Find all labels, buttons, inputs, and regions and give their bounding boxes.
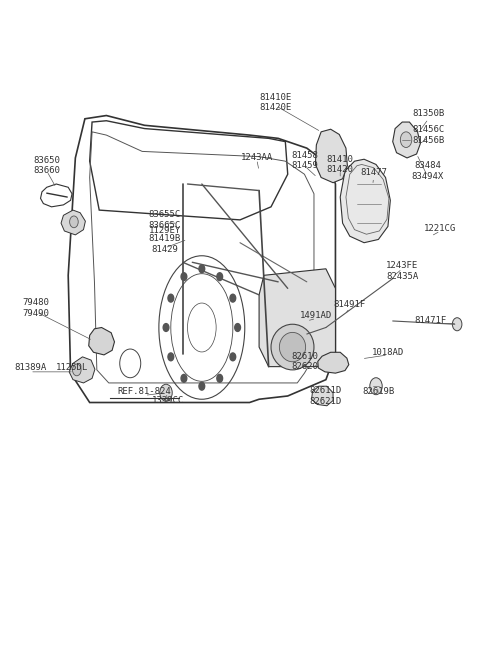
Ellipse shape <box>271 324 314 370</box>
Text: 1491AD: 1491AD <box>300 311 333 320</box>
Text: 83650
83660: 83650 83660 <box>33 156 60 176</box>
Circle shape <box>168 353 174 361</box>
Circle shape <box>217 272 223 280</box>
Text: 1125DL: 1125DL <box>56 364 88 373</box>
Circle shape <box>199 265 204 272</box>
Text: 1243FE: 1243FE <box>386 261 419 270</box>
Circle shape <box>70 216 78 228</box>
Circle shape <box>199 383 204 390</box>
Text: 81389A: 81389A <box>14 364 46 373</box>
Ellipse shape <box>279 332 306 362</box>
Text: 1129EY: 1129EY <box>148 227 181 235</box>
Text: 81471F: 81471F <box>415 316 447 326</box>
Text: 82619B: 82619B <box>362 387 395 396</box>
Polygon shape <box>318 352 349 373</box>
Text: 1243AA: 1243AA <box>240 153 273 162</box>
Text: 81419B
81429: 81419B 81429 <box>148 234 181 253</box>
Text: 83655C
83665C: 83655C 83665C <box>148 210 181 230</box>
Polygon shape <box>315 129 348 183</box>
Text: 81456C
81456B: 81456C 81456B <box>412 125 444 145</box>
Circle shape <box>400 132 412 147</box>
Circle shape <box>168 294 174 302</box>
Circle shape <box>181 375 187 383</box>
Text: 81458
81459: 81458 81459 <box>291 151 318 170</box>
Circle shape <box>217 375 223 383</box>
Polygon shape <box>393 122 420 158</box>
Circle shape <box>230 294 236 302</box>
Text: 82611D
82621D: 82611D 82621D <box>310 386 342 405</box>
Circle shape <box>72 364 81 376</box>
Circle shape <box>160 384 172 402</box>
Circle shape <box>230 353 236 361</box>
Text: REF.81-824: REF.81-824 <box>118 387 171 396</box>
Polygon shape <box>259 269 336 367</box>
Text: 81410E
81420E: 81410E 81420E <box>260 93 292 112</box>
Text: 81491F: 81491F <box>334 300 366 309</box>
Circle shape <box>235 324 240 331</box>
Polygon shape <box>340 159 390 243</box>
Circle shape <box>163 324 169 331</box>
Text: 82435A: 82435A <box>386 272 419 281</box>
Text: 1221CG: 1221CG <box>424 224 456 233</box>
Text: 82610
82620: 82610 82620 <box>291 352 318 371</box>
Circle shape <box>452 318 462 331</box>
Text: 1339CC: 1339CC <box>152 396 184 405</box>
Circle shape <box>181 272 187 280</box>
Circle shape <box>370 378 382 395</box>
Polygon shape <box>69 357 95 383</box>
Polygon shape <box>312 386 333 405</box>
Text: 79480
79490: 79480 79490 <box>23 298 49 318</box>
Polygon shape <box>89 328 115 355</box>
Text: 83484
83494X: 83484 83494X <box>411 161 444 181</box>
Text: 81350B: 81350B <box>412 109 444 118</box>
Polygon shape <box>61 210 85 235</box>
Text: 81477: 81477 <box>360 168 387 177</box>
Text: 81410
81420: 81410 81420 <box>327 155 354 174</box>
Text: 1018AD: 1018AD <box>372 348 404 357</box>
